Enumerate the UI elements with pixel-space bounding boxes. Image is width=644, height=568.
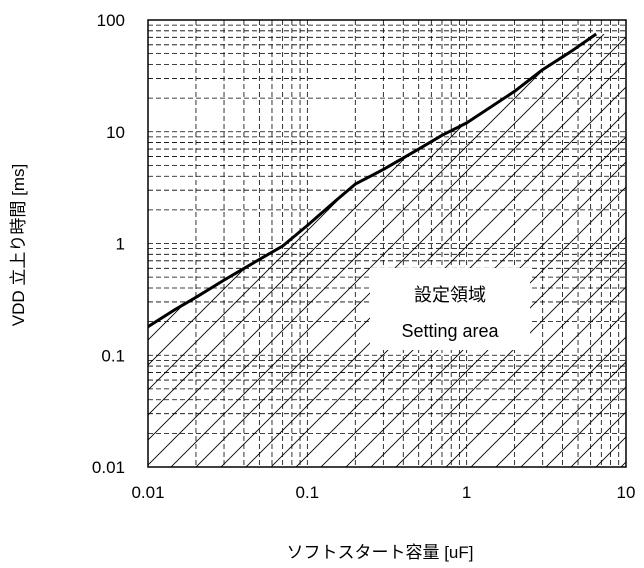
y-tick-label: 0.01 (92, 458, 125, 477)
hatch-line (485, 34, 626, 467)
hatch-line (435, 34, 626, 467)
y-tick-label: 100 (97, 11, 125, 30)
plot-frame (147, 19, 627, 468)
x-tick-label: 0.1 (296, 483, 320, 502)
hatch-line (185, 34, 626, 467)
hatch-line (210, 34, 626, 467)
hatch-line (335, 34, 626, 467)
y-tick-label: 1 (116, 235, 125, 254)
hatch-line (510, 34, 626, 467)
hatch-line (636, 10, 644, 477)
hatch-line (310, 34, 626, 467)
hatch-line (285, 34, 626, 467)
hatch-line (260, 34, 626, 467)
hatch-line (148, 34, 604, 467)
y-tick-label: 10 (106, 123, 125, 142)
y-axis-label: VDD 立上り時間 [ms] (9, 164, 28, 326)
y-axis-ticks: 0.01 0.1 1 10 100 (92, 11, 125, 477)
hatch-line (460, 34, 626, 467)
setting-area-hatch (148, 10, 644, 477)
hatch-line (235, 34, 626, 467)
x-tick-label: 10 (617, 483, 636, 502)
hatch-line (148, 34, 454, 467)
hatch-line (385, 34, 626, 467)
hatch-line (148, 34, 529, 467)
annotation-background (370, 268, 530, 350)
x-tick-label: 0.01 (131, 483, 164, 502)
x-axis-label: ソフトスタート容量 [uF] (286, 543, 473, 562)
hatch-line (410, 34, 626, 467)
annotation-label-en: Setting area (401, 321, 499, 341)
hatch-line (148, 34, 229, 467)
hatch-line (160, 34, 626, 467)
x-axis-ticks: 0.01 0.1 1 10 (131, 483, 635, 502)
hatch-line (535, 34, 626, 467)
data-line (148, 32, 598, 328)
hatch-line (360, 34, 626, 467)
annotation-label-jp: 設定領域 (414, 285, 486, 305)
x-tick-label: 1 (462, 483, 471, 502)
y-tick-label: 0.1 (101, 346, 125, 365)
grid (148, 20, 626, 467)
